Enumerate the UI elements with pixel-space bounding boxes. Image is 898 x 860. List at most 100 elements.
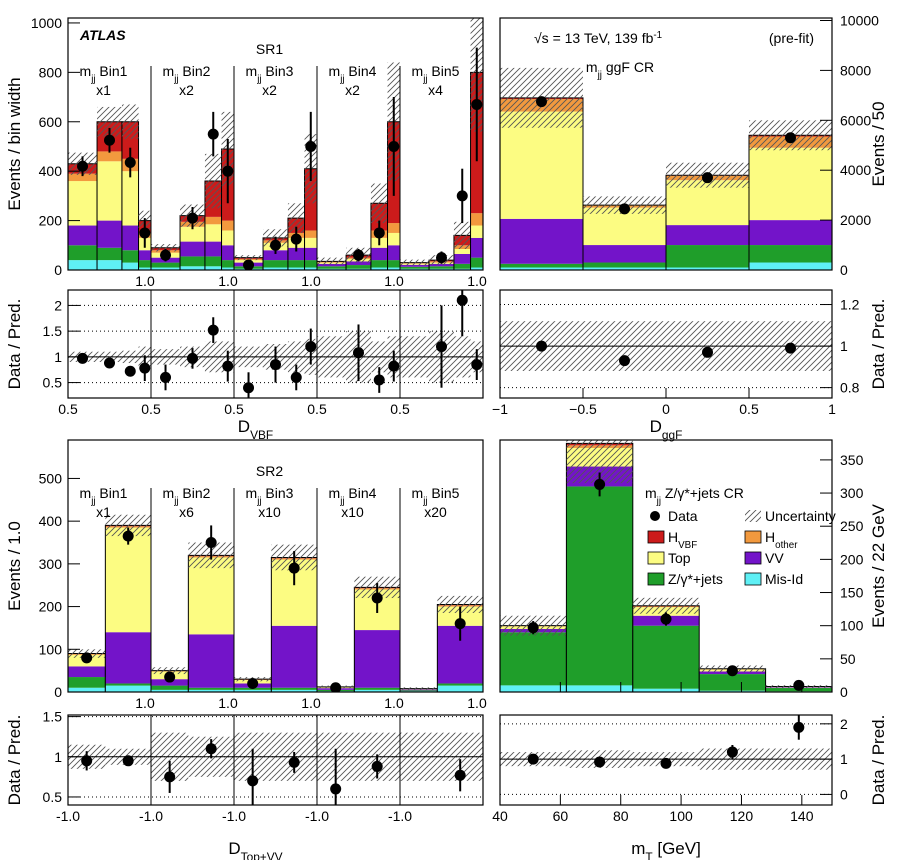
y-tick-label: 600: [39, 114, 63, 130]
uncertainty-band: [121, 104, 139, 140]
legend-swatch: [744, 551, 762, 565]
y-axis-title: Events / bin width: [5, 77, 24, 210]
stack-segment: [121, 262, 139, 270]
x-tick-label: 60: [553, 808, 569, 824]
ratio-point: [139, 362, 151, 374]
stack-segment: [304, 260, 317, 268]
ratio-point: [288, 756, 300, 768]
ratio-point: [81, 755, 93, 767]
ratio-y-tick-label: 1: [840, 751, 848, 767]
stack-segment: [151, 685, 189, 690]
ratio-point: [726, 746, 738, 758]
uncertainty-band: [400, 259, 430, 266]
ratio-y-axis-title: Data / Pred.: [869, 715, 888, 806]
data-point: [471, 98, 483, 110]
stack-segment: [138, 267, 151, 270]
main-frame: [67, 439, 484, 693]
stack-segment: [666, 245, 749, 268]
data-point: [726, 665, 738, 677]
main-plot: [500, 440, 832, 692]
data-point: [104, 134, 115, 146]
ratio-frame: [67, 289, 484, 399]
chart-title: mjj ggF CR: [586, 59, 654, 81]
data-point: [205, 537, 217, 549]
x-tick-label: 0.5: [739, 401, 759, 417]
stack-segment: [188, 687, 234, 690]
chart-title: SR1: [256, 41, 283, 57]
x-axis-title: mT [GeV]: [631, 839, 701, 860]
main-plot: [68, 18, 483, 270]
stack-segment: [138, 260, 151, 268]
data-point: [594, 478, 606, 490]
inner-x-tick-label: 1.0: [467, 273, 487, 289]
stack-segment: [121, 225, 139, 251]
x-tick-label: 80: [613, 808, 629, 824]
y-tick-label: 200: [39, 599, 63, 615]
stack-segment: [632, 625, 700, 689]
stack-segment: [304, 237, 317, 248]
stack-segment: [632, 688, 700, 692]
region-label: mjj Bin1: [80, 485, 128, 507]
ratio-y-tick-label: 1: [54, 349, 62, 365]
stack-segment: [346, 268, 371, 270]
stack-segment: [500, 263, 583, 268]
stack-segment: [354, 687, 400, 690]
stack-segment: [666, 225, 749, 246]
y-tick-label: 0: [840, 262, 848, 278]
stack-segment: [151, 262, 181, 268]
y-tick-label: 400: [39, 163, 63, 179]
ratio-frame: [499, 714, 833, 806]
region-label: mjj Bin5: [412, 485, 460, 507]
x-tick-label: −0.5: [569, 401, 597, 417]
stack-segment: [387, 267, 400, 270]
stack-segment: [271, 625, 317, 688]
stack-segment: [400, 264, 430, 267]
data-point: [247, 677, 259, 689]
stack-segment: [304, 247, 317, 261]
y-tick-label: 2000: [840, 212, 871, 228]
ratio-plot: [68, 290, 483, 398]
stack-segment: [453, 263, 471, 269]
data-point: [207, 128, 219, 140]
stack-segment: [387, 245, 400, 261]
ratio-point: [207, 324, 219, 336]
y-tick-label: 50: [840, 651, 856, 667]
stack-segment: [500, 685, 567, 692]
ratio-point: [205, 743, 217, 755]
stack-segment: [138, 250, 151, 261]
data-point: [222, 165, 234, 177]
stack-segment: [180, 226, 205, 242]
ratio-point: [471, 359, 483, 371]
legend-label: HVBF: [668, 529, 697, 551]
stack-segment: [180, 256, 205, 267]
stack-segment: [188, 689, 234, 692]
uncertainty-band: [151, 667, 189, 675]
ratio-point: [270, 359, 281, 371]
ratio-plot: [500, 715, 832, 795]
stack-segment: [105, 527, 151, 633]
x-tick-label: -1.0: [222, 808, 246, 824]
stack-segment: [68, 666, 106, 678]
x-tick-label: 120: [730, 808, 754, 824]
y-tick-label: 0: [54, 684, 62, 700]
ratio-y-axis-title: Data / Pred.: [5, 299, 24, 390]
data-point: [270, 239, 281, 251]
stack-segment: [204, 224, 222, 242]
stack-segment: [470, 257, 483, 268]
stack-segment: [749, 245, 832, 263]
legend-label: Z/γ*+jets: [668, 571, 723, 587]
stack-segment: [221, 260, 234, 268]
stack-segment: [354, 630, 400, 688]
ratio-y-axis-title: Data / Pred.: [5, 715, 24, 806]
ratio-point: [247, 775, 259, 787]
legend-swatch: [744, 530, 762, 544]
stack-segment: [749, 147, 832, 221]
ratio-plot: [500, 304, 832, 389]
ratio-point: [436, 341, 447, 353]
x-axis-title: DTop+VV: [228, 839, 282, 860]
legend-label: Hother: [765, 529, 798, 551]
x-tick-label: -1.0: [305, 808, 329, 824]
region-label: mjj Bin1: [80, 63, 128, 85]
legend-swatch: [647, 572, 665, 586]
region-scale: x20: [424, 504, 447, 520]
